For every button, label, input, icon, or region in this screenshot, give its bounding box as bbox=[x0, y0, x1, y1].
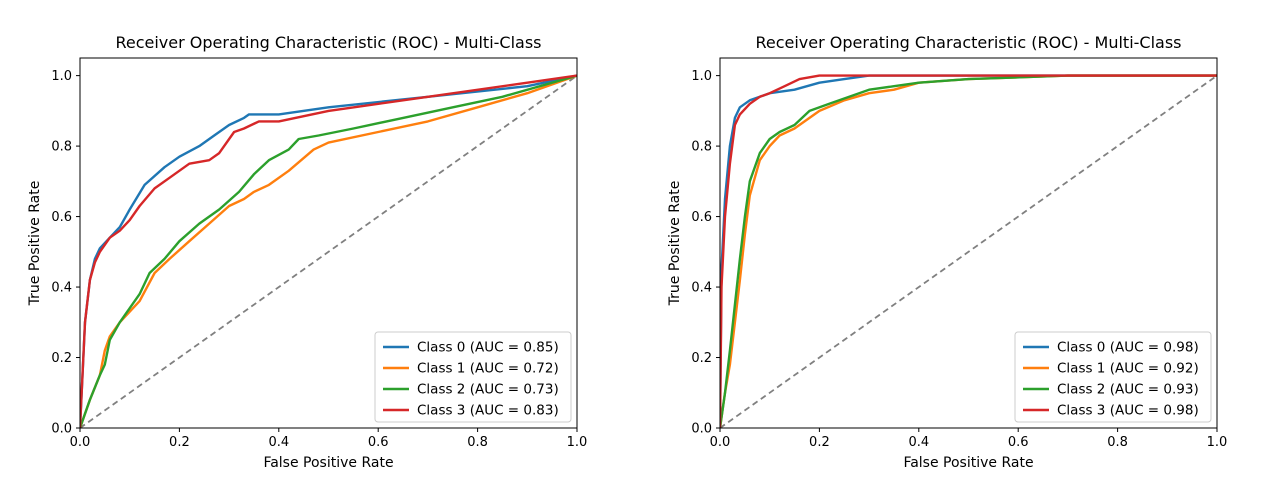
y-tick-label: 0.8 bbox=[691, 140, 712, 155]
x-axis-label: False Positive Rate bbox=[263, 455, 393, 471]
legend-label-class-1: Class 1 (AUC = 0.72) bbox=[417, 361, 559, 377]
x-tick-label: 1.0 bbox=[1207, 435, 1228, 450]
chart-panel-1: Receiver Operating Characteristic (ROC) … bbox=[667, 33, 1227, 471]
chart-title: Receiver Operating Characteristic (ROC) … bbox=[755, 33, 1181, 52]
baseline-diagonal bbox=[79, 74, 578, 429]
x-axis-label: False Positive Rate bbox=[903, 455, 1033, 471]
y-tick-label: 0.0 bbox=[51, 422, 72, 437]
y-tick-label: 1.0 bbox=[691, 69, 712, 84]
y-tick-label: 0.2 bbox=[51, 351, 72, 366]
y-axis-label: True Positive Rate bbox=[27, 181, 43, 307]
series-line-class-2 bbox=[80, 74, 577, 428]
legend-label-class-2: Class 2 (AUC = 0.93) bbox=[1057, 382, 1199, 398]
series-line-class-0 bbox=[80, 74, 577, 428]
legend-label-class-2: Class 2 (AUC = 0.73) bbox=[417, 382, 559, 398]
baseline-diagonal bbox=[719, 74, 1218, 429]
legend-label-class-1: Class 1 (AUC = 0.92) bbox=[1057, 361, 1199, 377]
legend: Class 0 (AUC = 0.85) Class 1 (AUC = 0.72)… bbox=[374, 331, 572, 423]
y-axis-label: True Positive Rate bbox=[667, 181, 683, 307]
series-line-class-1 bbox=[80, 74, 577, 428]
chart-panel-0: Receiver Operating Characteristic (ROC) … bbox=[27, 33, 587, 471]
x-tick-label: 1.0 bbox=[567, 435, 588, 450]
x-tick-label: 0.6 bbox=[368, 435, 389, 450]
y-tick-label: 0.4 bbox=[51, 281, 72, 296]
legend-label-class-3: Class 3 (AUC = 0.98) bbox=[1057, 403, 1199, 419]
legend-box bbox=[374, 331, 572, 423]
series-line-class-2 bbox=[720, 74, 1217, 428]
y-tick-label: 0.4 bbox=[691, 281, 712, 296]
x-tick-label: 0.4 bbox=[268, 435, 289, 450]
y-tick-label: 0.8 bbox=[51, 140, 72, 155]
x-tick-label: 0.8 bbox=[1107, 435, 1128, 450]
x-tick-label: 0.0 bbox=[70, 435, 91, 450]
x-tick-label: 0.2 bbox=[809, 435, 830, 450]
chart-title: Receiver Operating Characteristic (ROC) … bbox=[115, 33, 541, 52]
x-tick-label: 0.8 bbox=[467, 435, 488, 450]
x-tick-label: 0.0 bbox=[710, 435, 731, 450]
y-tick-label: 1.0 bbox=[51, 69, 72, 84]
x-tick-label: 0.6 bbox=[1008, 435, 1029, 450]
y-tick-label: 0.2 bbox=[691, 351, 712, 366]
x-tick-label: 0.2 bbox=[169, 435, 190, 450]
legend-label-class-0: Class 0 (AUC = 0.85) bbox=[417, 340, 559, 356]
x-tick-label: 0.4 bbox=[908, 435, 929, 450]
y-tick-label: 0.0 bbox=[691, 422, 712, 437]
legend-label-class-3: Class 3 (AUC = 0.83) bbox=[417, 403, 559, 419]
series-line-class-3 bbox=[80, 74, 577, 428]
y-tick-label: 0.6 bbox=[691, 210, 712, 225]
plot-frame bbox=[79, 57, 578, 429]
legend-box bbox=[1014, 331, 1212, 423]
legend-label-class-0: Class 0 (AUC = 0.98) bbox=[1057, 340, 1199, 356]
plot-frame bbox=[719, 57, 1218, 429]
legend: Class 0 (AUC = 0.98) Class 1 (AUC = 0.92)… bbox=[1014, 331, 1212, 423]
series-line-class-3 bbox=[720, 74, 1217, 428]
y-tick-label: 0.6 bbox=[51, 210, 72, 225]
